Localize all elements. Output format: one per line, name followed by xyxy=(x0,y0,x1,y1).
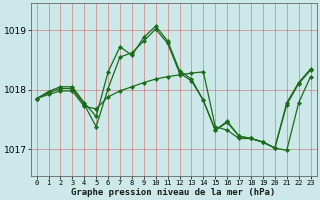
X-axis label: Graphe pression niveau de la mer (hPa): Graphe pression niveau de la mer (hPa) xyxy=(71,188,276,197)
